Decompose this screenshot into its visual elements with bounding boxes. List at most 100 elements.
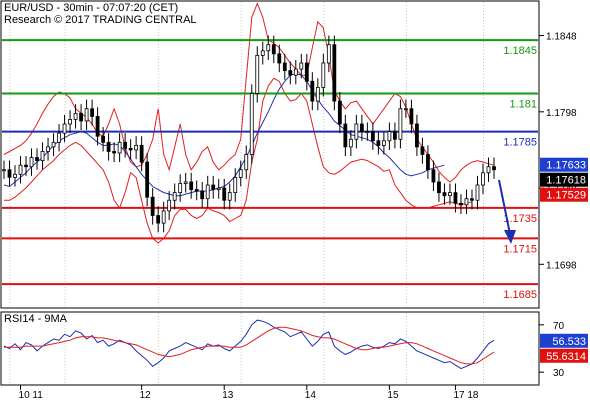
candle-body-64 [354, 123, 359, 140]
candle-body-31 [172, 192, 177, 201]
rsi-line [3, 319, 495, 370]
candle-body-73 [404, 108, 408, 111]
candle-body-55 [304, 62, 309, 82]
candle-body-18 [101, 135, 106, 143]
support-resistance-levels: 1.1845 1.181 1.1785 1.1735 1.1715 1.1685 [2, 39, 538, 301]
rsi-label: RSI14 - 9MA [4, 313, 68, 325]
candle-body-82 [453, 192, 458, 204]
candle-body-29 [161, 210, 166, 224]
candle-body-35 [194, 189, 199, 192]
candle-body-69 [381, 140, 386, 146]
price-ytick-label-1: 1.1798 [546, 108, 577, 119]
candle-body-40 [222, 187, 227, 201]
candle-body-63 [348, 138, 353, 148]
candle-body-86 [475, 184, 480, 201]
candle-body-54 [299, 62, 304, 70]
price-badge-label-2: 1.17529 [546, 190, 586, 202]
candle-body-88 [486, 166, 491, 174]
candle-body-16 [90, 108, 94, 117]
candle-body-38 [211, 184, 216, 190]
level-label-1: 1.181 [509, 99, 537, 111]
candle-body-80 [442, 192, 447, 197]
candle-body-7 [40, 151, 45, 161]
rsi-lines [3, 319, 495, 370]
candle-body-74 [409, 108, 414, 125]
candle-body-56 [310, 80, 315, 102]
level-label-0: 1.1845 [503, 45, 537, 57]
candle-body-33 [183, 181, 188, 184]
candle-body-58 [321, 62, 326, 88]
price-badge-label-0: 1.17633 [546, 160, 586, 172]
candle-body-79 [437, 181, 441, 194]
candle-body-34 [189, 181, 194, 190]
price-badge-2 [540, 187, 588, 202]
candle-body-23 [128, 147, 133, 151]
candle-body-1 [7, 169, 12, 178]
candle-body-67 [370, 131, 375, 142]
candle-body-12 [68, 119, 72, 125]
candle-body-2 [13, 173, 17, 178]
xtick-label-0: 10 11 [19, 390, 44, 400]
candle-body-78 [431, 169, 436, 183]
research-credit: Research © 2017 TRADING CENTRAL [4, 14, 197, 26]
rsi-ytick-label-0: 70 [553, 321, 565, 332]
candle-body-19 [106, 141, 111, 152]
candle-body-17 [95, 115, 100, 137]
candle-body-62 [343, 123, 348, 148]
candle-body-13 [73, 112, 78, 120]
candle-body-11 [62, 123, 67, 134]
level-label-4: 1.1715 [503, 243, 537, 255]
candle-body-72 [398, 108, 403, 140]
candle-body-51 [282, 62, 287, 72]
candle-body-37 [205, 184, 210, 200]
candle-body-89 [492, 166, 496, 171]
price-ytick-label-3: 1.1698 [546, 260, 577, 271]
xtick-label-1: 12 [140, 390, 152, 400]
rsi-badge-label-0: 56.533 [552, 336, 586, 348]
rsi-badge-0 [540, 333, 588, 348]
candle-body-49 [271, 44, 276, 55]
level-label-2: 1.1785 [503, 137, 537, 149]
forecast-arrow [498, 179, 516, 244]
xtick-label-4: 15 [387, 390, 399, 400]
candle-body-42 [233, 176, 238, 194]
candle-body-14 [79, 112, 83, 122]
price-badge-1 [540, 172, 588, 187]
candle-body-41 [227, 192, 232, 201]
candle-body-4 [24, 164, 28, 168]
candle-body-43 [238, 169, 243, 178]
level-label-5: 1.1685 [503, 289, 537, 301]
candle-body-83 [459, 202, 463, 206]
candle-body-75 [415, 123, 419, 148]
candle-body-0 [2, 169, 6, 172]
candle-body-66 [365, 131, 370, 134]
candle-body-52 [288, 70, 293, 76]
candle-body-45 [249, 93, 254, 155]
candle-body-57 [315, 87, 320, 102]
candle-body-21 [117, 141, 122, 154]
candle-body-20 [112, 151, 117, 154]
xtick-label-3: 14 [305, 390, 317, 400]
candle-body-27 [150, 196, 155, 216]
candle-body-53 [293, 68, 298, 76]
candle-body-77 [426, 154, 430, 171]
price-candles [2, 35, 496, 233]
candle-body-15 [84, 108, 89, 122]
candle-body-5 [29, 157, 34, 168]
candle-body-47 [260, 50, 265, 56]
chart-title: EUR/USD - 30min - 07:07:20 (CET) [4, 2, 178, 14]
rsi-badge-1 [540, 348, 588, 363]
candle-body-25 [139, 144, 144, 163]
price-badge-0 [540, 157, 588, 172]
price-badge-label-1: 1.17618 [546, 175, 586, 187]
candle-body-8 [46, 146, 50, 152]
candle-body-68 [376, 140, 381, 146]
candle-body-46 [255, 54, 260, 94]
level-label-3: 1.1735 [503, 213, 537, 225]
candle-body-87 [481, 172, 485, 186]
candle-body-9 [51, 141, 56, 148]
candle-body-39 [216, 187, 221, 190]
rsi-panel-frame [0, 311, 540, 386]
rsi-ma-line [4, 326, 495, 365]
